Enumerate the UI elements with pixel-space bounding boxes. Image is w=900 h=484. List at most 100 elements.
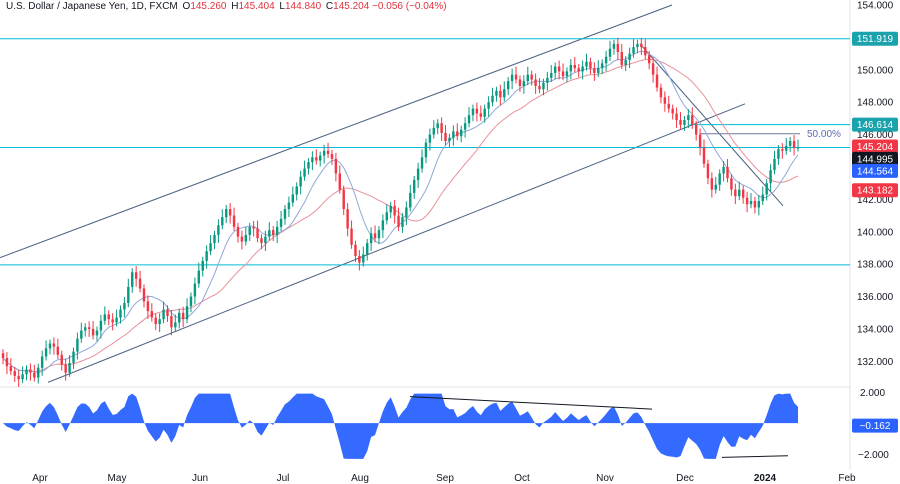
candle-body xyxy=(683,119,686,125)
x-tick-label: Aug xyxy=(351,473,369,484)
osc-current-label: −0.162 xyxy=(860,421,891,432)
x-tick-label: Apr xyxy=(32,473,48,484)
candle-body xyxy=(452,131,455,138)
candle-body xyxy=(381,220,385,231)
y-tick-label: 146.000 xyxy=(857,130,894,141)
candle-body xyxy=(796,147,800,149)
candle-body xyxy=(346,209,349,229)
candle-body xyxy=(87,327,91,329)
osc-current-box xyxy=(852,418,898,433)
y-tick-label: 148.000 xyxy=(857,98,894,109)
candle-body xyxy=(495,90,498,96)
y-tick-label: 154.000 xyxy=(857,1,894,12)
candle-body xyxy=(432,128,436,135)
candle-body xyxy=(651,63,655,75)
price-label-text: 146.614 xyxy=(857,120,894,131)
symbol-title: U.S. Dollar / Japanese Yen, 1D, FXCM xyxy=(6,1,178,12)
candle-body xyxy=(785,145,788,151)
candle-body xyxy=(781,149,784,151)
candle-body xyxy=(691,115,694,125)
candle-body xyxy=(107,314,110,320)
divergence-line-top xyxy=(409,396,653,410)
candle-body xyxy=(279,218,283,227)
candle-body xyxy=(616,43,620,52)
candle-body xyxy=(459,129,463,137)
candle-body xyxy=(303,168,306,177)
candle-body xyxy=(295,186,298,195)
candle-body xyxy=(170,315,173,328)
candle-body xyxy=(221,217,224,226)
candle-body xyxy=(326,150,330,155)
price-label-text: 143.182 xyxy=(857,186,894,197)
candle-body xyxy=(659,87,663,98)
candle-body xyxy=(644,47,647,56)
candle-body xyxy=(675,113,678,120)
candle-body xyxy=(283,209,287,219)
candle-body xyxy=(193,283,197,297)
x-tick-label: Oct xyxy=(514,473,530,484)
candle-body xyxy=(111,319,114,323)
y-tick-label: 138.000 xyxy=(857,260,894,271)
candle-body xyxy=(530,74,533,80)
candle-body xyxy=(730,178,733,190)
candle-body xyxy=(264,236,267,244)
candle-body xyxy=(463,123,467,130)
candle-body xyxy=(40,356,44,368)
candle-body xyxy=(514,74,518,80)
candle-body xyxy=(365,243,369,255)
candle-body xyxy=(162,309,165,320)
candle-body xyxy=(358,256,361,263)
candle-body xyxy=(444,132,447,142)
candle-body xyxy=(232,215,236,227)
candle-body xyxy=(538,85,541,90)
candle-body xyxy=(553,66,557,74)
candle-body xyxy=(550,73,553,78)
candle-body xyxy=(620,51,623,65)
candle-body xyxy=(311,157,314,163)
candle-body xyxy=(142,288,146,302)
candle-body xyxy=(377,230,381,239)
candle-body xyxy=(581,66,584,72)
candle-body xyxy=(448,137,451,142)
candle-body xyxy=(557,66,561,72)
candle-body xyxy=(722,166,725,174)
x-tick-label: Feb xyxy=(838,473,856,484)
candle-body xyxy=(569,64,573,72)
candle-body xyxy=(487,102,490,109)
candle-body xyxy=(185,306,189,320)
x-tick-label: Nov xyxy=(596,473,614,484)
price-label-text: 144.564 xyxy=(857,166,894,177)
candle-body xyxy=(240,236,244,242)
candle-body xyxy=(757,200,761,208)
candle-body xyxy=(201,260,204,271)
candle-body xyxy=(393,205,396,216)
candle-body xyxy=(158,319,161,325)
price-label-box xyxy=(852,31,898,46)
candle-body xyxy=(745,197,749,205)
candle-body xyxy=(475,108,479,114)
candle-body xyxy=(9,366,13,372)
candle-body xyxy=(687,115,690,120)
candle-body xyxy=(68,362,71,373)
candle-body xyxy=(632,47,635,54)
y-tick-label: 140.000 xyxy=(857,227,894,238)
candle-body xyxy=(510,74,514,82)
candle-body xyxy=(573,64,576,69)
candle-body xyxy=(287,202,291,210)
candle-body xyxy=(166,309,169,316)
x-tick-label: May xyxy=(108,473,127,484)
candle-body xyxy=(483,108,486,117)
price-label-text: 151.919 xyxy=(857,34,894,45)
price-label-box xyxy=(852,183,898,198)
candle-body xyxy=(765,183,768,195)
candle-body xyxy=(702,147,706,164)
candle-body xyxy=(479,113,482,117)
candle-body xyxy=(56,346,60,355)
y-tick-label: 142.000 xyxy=(857,195,894,206)
candle-body xyxy=(792,141,796,148)
candle-body xyxy=(127,286,130,304)
candle-body xyxy=(244,234,248,242)
